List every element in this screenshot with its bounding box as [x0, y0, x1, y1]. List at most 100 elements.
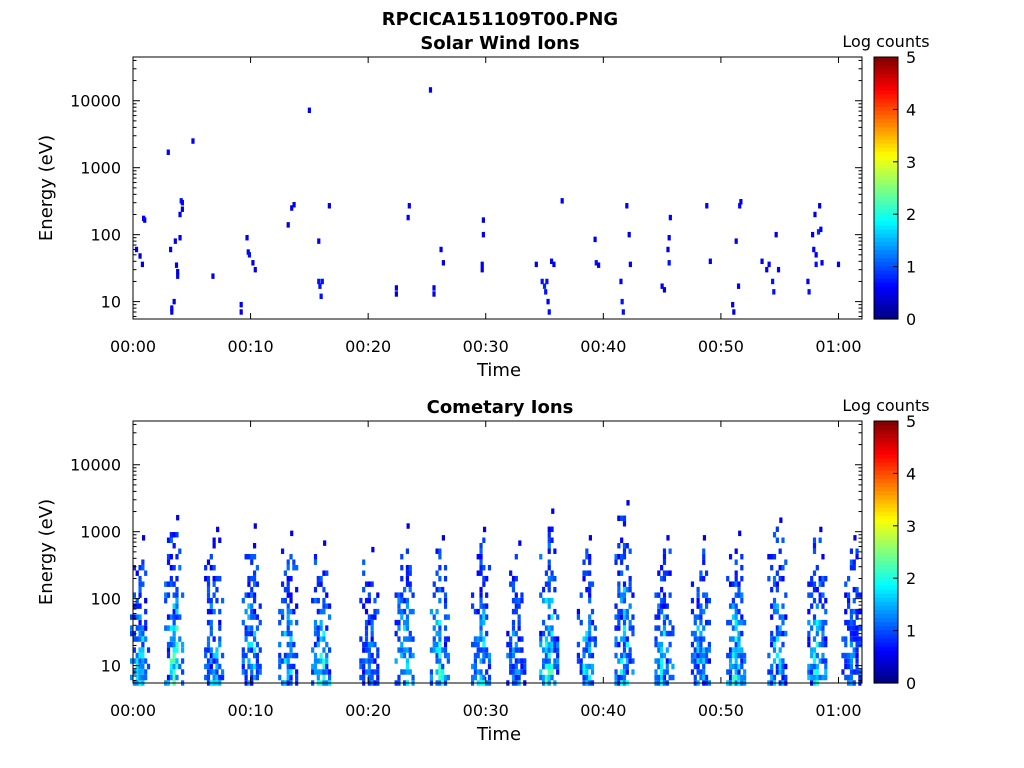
heatmap-cell — [514, 608, 518, 615]
heatmap-cell — [821, 625, 825, 631]
heatmap-cell — [736, 283, 741, 289]
heatmap-cell — [620, 658, 624, 664]
heatmap-cell — [699, 614, 703, 620]
heatmap-cell — [625, 641, 629, 648]
heatmap-cell — [614, 669, 618, 675]
heatmap-cell — [734, 636, 738, 642]
heatmap-cell — [657, 614, 661, 620]
heatmap-cell — [280, 614, 285, 620]
heatmap-cell — [631, 658, 635, 664]
heatmap-cell — [588, 570, 592, 576]
heatmap-cell — [482, 575, 486, 582]
colorbar-segment — [874, 506, 898, 512]
heatmap-cell — [286, 641, 290, 648]
heatmap-cell — [364, 669, 369, 675]
panel-title: Solar Wind Ions — [420, 33, 579, 54]
heatmap-cell — [204, 663, 208, 670]
heatmap-cell — [810, 652, 814, 659]
heatmap-cell — [807, 592, 811, 598]
heatmap-cell — [135, 597, 139, 604]
heatmap-cell — [620, 553, 624, 560]
heatmap-cell — [169, 581, 173, 587]
heatmap-cell — [373, 614, 377, 620]
heatmap-cell — [255, 663, 260, 670]
heatmap-cell — [737, 630, 741, 637]
heatmap-cell — [702, 652, 706, 659]
heatmap-cell — [631, 630, 635, 637]
heatmap-cell — [364, 619, 369, 626]
heatmap-cell — [590, 608, 595, 615]
heatmap-cell — [553, 608, 557, 615]
heatmap-cell — [824, 658, 828, 664]
heatmap-cell — [411, 674, 415, 681]
heatmap-cell — [247, 625, 251, 631]
heatmap-cell — [702, 636, 706, 642]
heatmap-cell — [209, 619, 213, 626]
heatmap-cell — [138, 663, 142, 670]
heatmap-cell — [325, 570, 329, 576]
heatmap-cell — [628, 261, 632, 268]
heatmap-cell — [772, 553, 777, 560]
heatmap-cell — [403, 608, 407, 615]
heatmap-cell — [367, 592, 371, 598]
heatmap-cell — [172, 581, 176, 587]
colorbar-tick-label: 0 — [906, 674, 916, 693]
heatmap-cell — [590, 652, 595, 659]
heatmap-cell — [506, 630, 510, 637]
heatmap-cell — [781, 658, 785, 664]
heatmap-cell — [313, 663, 318, 670]
heatmap-cell — [470, 603, 475, 609]
heatmap-cell — [544, 647, 549, 653]
heatmap-cell — [734, 641, 738, 648]
heatmap-cell — [487, 663, 492, 670]
heatmap-cell — [728, 581, 733, 587]
heatmap-cell — [364, 630, 369, 637]
heatmap-cell — [662, 669, 667, 675]
heatmap-cell — [286, 619, 290, 626]
heatmap-cell — [620, 515, 624, 522]
heatmap-cell — [821, 575, 825, 582]
colorbar-segment — [874, 490, 898, 496]
heatmap-cell — [212, 543, 216, 549]
heatmap-cell — [849, 663, 854, 670]
heatmap-cell — [144, 669, 148, 675]
heatmap-cell — [169, 636, 173, 642]
heatmap-cell — [258, 619, 262, 626]
heatmap-cell — [487, 674, 492, 681]
heatmap-cell — [781, 603, 785, 609]
heatmap-cell — [286, 669, 290, 675]
heatmap-cell — [810, 603, 814, 609]
heatmap-cell — [476, 652, 480, 659]
heatmap-cell — [660, 608, 664, 615]
heatmap-cell — [479, 597, 483, 604]
heatmap-cell — [593, 236, 597, 243]
colorbar-segment — [874, 282, 898, 287]
heatmap-cell — [731, 647, 735, 653]
heatmap-cell — [313, 586, 318, 593]
heatmap-cell — [588, 625, 592, 631]
heatmap-cell — [435, 658, 439, 664]
heatmap-cell — [209, 630, 213, 637]
colorbar-segment — [874, 658, 898, 664]
heatmap-cell — [172, 658, 176, 664]
x-tick-label: 00:30 — [463, 701, 509, 720]
heatmap-cell — [702, 575, 706, 582]
heatmap-cell — [740, 674, 744, 681]
colorbar-segment — [874, 556, 898, 561]
heatmap-cell — [588, 636, 592, 642]
heatmap-cell — [734, 592, 738, 598]
heatmap-cell — [429, 608, 434, 615]
heatmap-cell — [812, 652, 817, 659]
colorbar-segment — [874, 613, 898, 619]
heatmap-cell — [405, 564, 410, 571]
heatmap-cell — [313, 619, 318, 626]
heatmap-cell — [206, 619, 211, 626]
heatmap-cell — [286, 575, 290, 582]
heatmap-cell — [622, 592, 627, 598]
x-tick-label: 01:00 — [815, 337, 861, 356]
heatmap-cell — [544, 625, 549, 631]
heatmap-cell — [743, 674, 747, 681]
heatmap-cell — [146, 647, 151, 653]
heatmap-cell — [556, 652, 560, 659]
heatmap-cell — [144, 674, 148, 681]
